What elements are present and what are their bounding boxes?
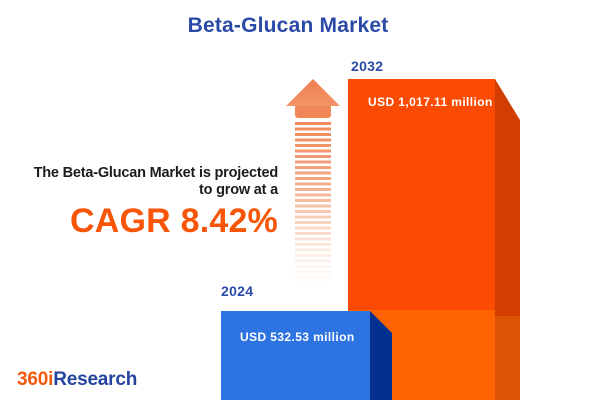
bar-2024-side-face — [370, 311, 392, 400]
logo-prefix: 360i — [17, 369, 54, 390]
arrow-stem — [295, 104, 331, 118]
growth-annotation: The Beta-Glucan Market is projected to g… — [10, 165, 279, 240]
cagr-value: CAGR 8.42% — [70, 202, 278, 240]
annotation-line-2: to grow at a — [199, 182, 278, 198]
annotation-line-1: The Beta-Glucan Market is projected — [33, 165, 279, 181]
bar-2024-value-label: USD 532.53 million — [240, 330, 355, 344]
page-title: Beta-Glucan Market — [187, 14, 389, 37]
bar-2024 — [221, 311, 370, 400]
bar-2032-year-label: 2032 — [351, 58, 384, 74]
bar-2032-side-face — [495, 79, 520, 400]
arrow-head — [286, 79, 340, 106]
logo-suffix: Research — [53, 369, 138, 390]
brand-logo: 360iResearch — [17, 369, 137, 391]
bar-2032-value-label: USD 1,017.11 million — [368, 95, 493, 109]
arrow-fade-overlay — [293, 118, 333, 286]
bar-2024-year-label: 2024 — [221, 283, 254, 299]
